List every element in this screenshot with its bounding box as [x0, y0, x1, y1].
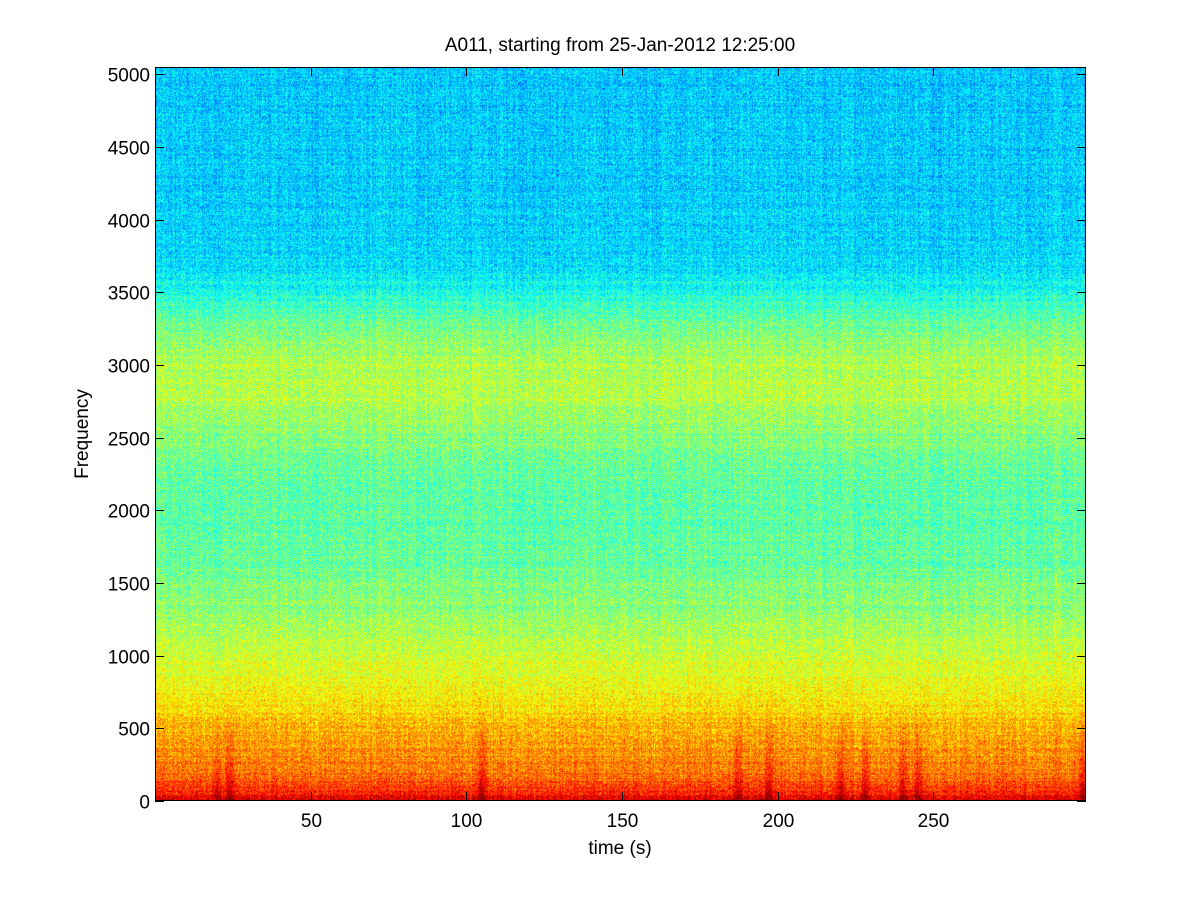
- x-tick-label: 250: [918, 811, 950, 832]
- y-tick-label: 1000: [108, 648, 150, 669]
- x-axis-label: time (s): [588, 838, 651, 859]
- x-tick-label: 100: [451, 811, 483, 832]
- x-axis-ticks: 50 100 150 200 250: [301, 67, 949, 832]
- y-tick-label: 0: [139, 793, 150, 814]
- y-tick-label: 4500: [108, 139, 150, 160]
- x-tick-label: 200: [763, 811, 795, 832]
- y-axis-ticks: 0 500 1000 1500 2000 2500 3000 3500 4000 4500 5000: [108, 66, 1086, 814]
- y-tick-label: 2500: [108, 430, 150, 451]
- x-tick-label: 50: [301, 811, 322, 832]
- spectrogram-image: [155, 67, 1086, 801]
- plot-frame: [155, 67, 1086, 801]
- y-tick-label: 3500: [108, 284, 150, 305]
- y-tick-label: 4000: [108, 212, 150, 233]
- chart-title: A011, starting from 25-Jan-2012 12:25:00: [445, 35, 795, 56]
- y-tick-label: 1500: [108, 575, 150, 596]
- y-tick-label: 500: [118, 720, 150, 741]
- y-tick-label: 2000: [108, 502, 150, 523]
- y-axis-label: Frequency: [72, 389, 93, 479]
- x-tick-label: 150: [607, 811, 639, 832]
- y-tick-label: 3000: [108, 357, 150, 378]
- y-tick-label: 5000: [108, 66, 150, 87]
